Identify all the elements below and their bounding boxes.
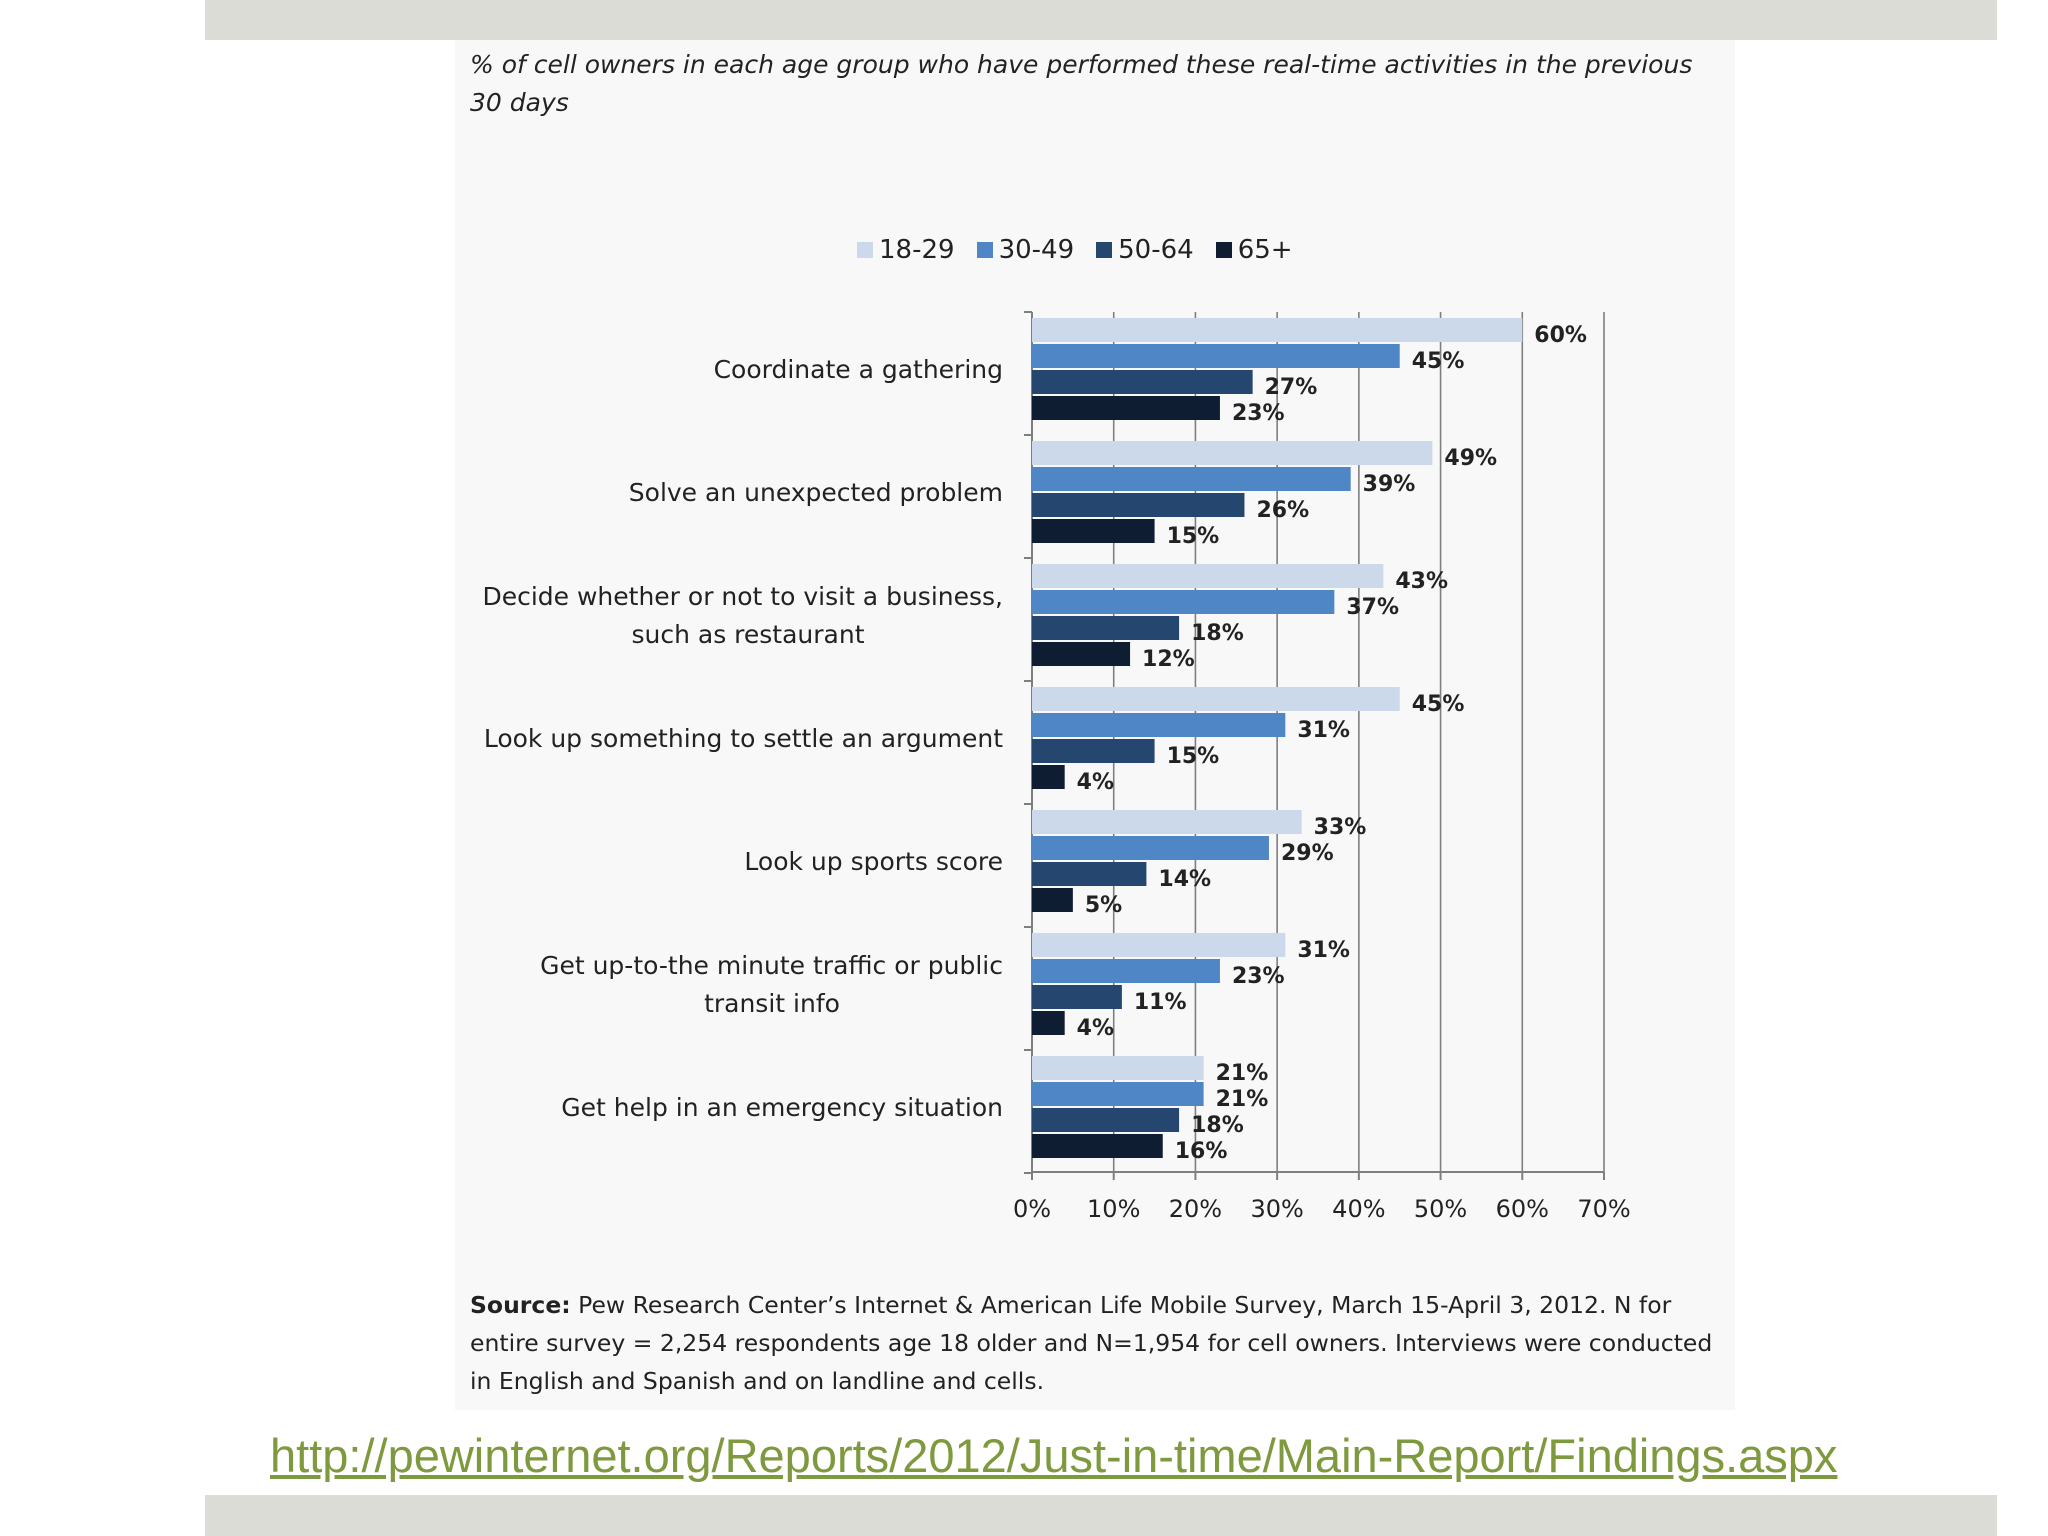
data-label: 21% xyxy=(1216,1061,1269,1086)
data-label: 4% xyxy=(1077,1016,1114,1041)
bar xyxy=(1032,1011,1065,1035)
legend-swatch-50-64 xyxy=(1096,242,1113,258)
x-tick-label: 60% xyxy=(1496,1195,1549,1223)
chart-subtitle: % of cell owners in each age group who h… xyxy=(470,50,1693,117)
x-tick-label: 10% xyxy=(1087,1195,1140,1223)
legend-label-18-29: 18-29 xyxy=(879,235,955,265)
data-label: 15% xyxy=(1167,744,1220,769)
data-label: 39% xyxy=(1363,472,1416,497)
x-tick-label: 50% xyxy=(1414,1195,1467,1223)
data-label: 15% xyxy=(1167,524,1220,549)
bar xyxy=(1032,933,1286,957)
legend-swatch-30-49 xyxy=(976,242,993,258)
legend-item-30-49: 30-49 xyxy=(976,235,1075,265)
data-label: 26% xyxy=(1256,498,1309,523)
bar xyxy=(1032,493,1245,517)
bar xyxy=(1032,888,1073,912)
bar xyxy=(1032,396,1220,420)
legend-item-50-64: 50-64 xyxy=(1096,235,1194,265)
bar xyxy=(1032,318,1523,342)
bar xyxy=(1032,590,1335,614)
bar xyxy=(1032,642,1131,666)
bar xyxy=(1032,370,1253,394)
legend-swatch-18-29 xyxy=(857,242,873,258)
data-label: 37% xyxy=(1346,595,1399,620)
data-label: 14% xyxy=(1158,867,1211,892)
source-text: Pew Research Center’s Internet & America… xyxy=(470,1291,1713,1395)
data-label: 27% xyxy=(1265,375,1318,400)
legend-item-18-29: 18-29 xyxy=(857,235,955,265)
legend: 18-29 30-49 50-64 65+ xyxy=(857,232,1315,268)
bar xyxy=(1032,739,1155,763)
data-label: 31% xyxy=(1297,718,1350,743)
bar xyxy=(1032,1134,1163,1158)
bar xyxy=(1032,519,1155,543)
data-label: 29% xyxy=(1281,841,1334,866)
category-label: Solve an unexpected problem xyxy=(629,478,1003,507)
bar xyxy=(1032,836,1269,860)
data-label: 23% xyxy=(1232,964,1285,989)
bottom-band xyxy=(205,1495,1997,1536)
bar xyxy=(1032,810,1302,834)
legend-label-50-64: 50-64 xyxy=(1118,235,1194,265)
legend-swatch-65-plus xyxy=(1215,242,1232,258)
legend-item-65-plus: 65+ xyxy=(1215,235,1293,265)
data-label: 16% xyxy=(1175,1139,1228,1164)
bar xyxy=(1032,467,1351,491)
source-note: Source: Pew Research Center’s Internet &… xyxy=(470,1286,1720,1400)
category-label: such as restaurant xyxy=(631,620,864,649)
legend-label-65-plus: 65+ xyxy=(1237,235,1293,265)
data-label: 18% xyxy=(1191,621,1244,646)
bar xyxy=(1032,765,1065,789)
x-tick-label: 70% xyxy=(1577,1195,1630,1223)
bar-chart: 0% 10% 20% 30% 40% 50% 60% 70% Coordinate a gath… xyxy=(482,311,1631,1223)
top-band xyxy=(205,0,1997,40)
source-label: Source: xyxy=(470,1291,571,1319)
bar xyxy=(1032,687,1400,711)
bar xyxy=(1032,1056,1204,1080)
data-label: 12% xyxy=(1142,647,1195,672)
data-label: 33% xyxy=(1314,815,1367,840)
category-label: Get help in an emergency situation xyxy=(561,1093,1003,1122)
data-label: 45% xyxy=(1412,692,1465,717)
data-label: 18% xyxy=(1191,1113,1244,1138)
report-link[interactable]: http://pewinternet.org/Reports/2012/Just… xyxy=(270,1429,1838,1482)
data-label: 60% xyxy=(1534,323,1587,348)
data-label: 11% xyxy=(1134,990,1187,1015)
x-tick-label: 20% xyxy=(1169,1195,1222,1223)
data-label: 45% xyxy=(1412,349,1465,374)
bar xyxy=(1032,862,1147,886)
bar xyxy=(1032,441,1433,465)
category-label: Decide whether or not to visit a busines… xyxy=(482,582,1003,611)
x-tick-label: 0% xyxy=(1013,1195,1051,1223)
category-label: Get up-to-the minute traffic or public xyxy=(540,951,1003,980)
category-label: Look up sports score xyxy=(744,847,1003,876)
bar xyxy=(1032,985,1122,1009)
bar xyxy=(1032,1082,1204,1106)
data-label: 5% xyxy=(1085,893,1122,918)
bar xyxy=(1032,713,1286,737)
bar xyxy=(1032,616,1180,640)
legend-label-30-49: 30-49 xyxy=(998,235,1075,265)
x-tick-label: 30% xyxy=(1250,1195,1303,1223)
bar xyxy=(1032,1108,1180,1132)
category-label: Coordinate a gathering xyxy=(714,355,1003,384)
bar xyxy=(1032,564,1384,588)
category-label: transit info xyxy=(704,989,840,1018)
data-label: 21% xyxy=(1216,1087,1269,1112)
data-label: 43% xyxy=(1395,569,1448,594)
bar xyxy=(1032,344,1400,368)
data-label: 4% xyxy=(1077,770,1114,795)
data-label: 49% xyxy=(1444,446,1497,471)
bar xyxy=(1032,959,1220,983)
category-label: Look up something to settle an argument xyxy=(484,724,1003,753)
data-label: 23% xyxy=(1232,401,1285,426)
x-tick-label: 40% xyxy=(1332,1195,1385,1223)
data-label: 31% xyxy=(1297,938,1350,963)
